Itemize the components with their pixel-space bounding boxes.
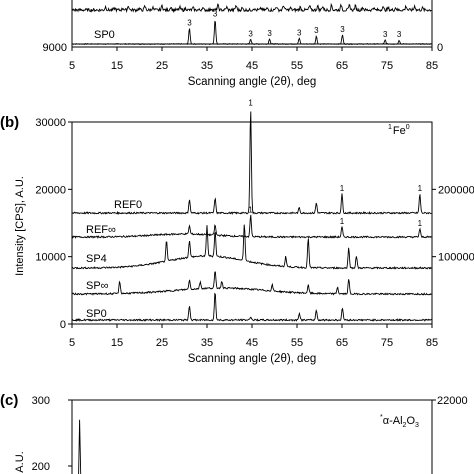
panel-b-series-labels: REF0 REF∞ SP4 SP∞ SP0 xyxy=(86,199,142,320)
panel-b-left-tick-label: 20000 xyxy=(35,184,66,196)
panel-a-left-tick-label: 9000 xyxy=(43,42,67,54)
panel-b-label: (b) xyxy=(0,114,19,131)
panel-c-label: (c) xyxy=(0,392,18,409)
panel-b-trace-1 xyxy=(71,214,432,239)
panel-a-peak-label: 3 xyxy=(248,29,253,38)
panel-b-left-tick-label: 0 xyxy=(60,319,66,331)
panel-c-left-tick-label-200: 200 xyxy=(32,461,50,473)
panel-c-legend-sup: * xyxy=(380,414,383,421)
panel-c-left-tick-label-300: 300 xyxy=(32,395,50,407)
panel-b-x-tick-label: 65 xyxy=(336,337,348,349)
panel-a-x-tick-label: 55 xyxy=(291,60,303,72)
panel-a-x-tick-label: 65 xyxy=(336,60,348,72)
panel-b-legend-sup: 1 xyxy=(388,124,392,131)
panel-b-legend-sub: 0 xyxy=(406,124,410,131)
panel-a-x-tick-label: 15 xyxy=(111,60,123,72)
panel-b-x-tick-label: 25 xyxy=(156,337,168,349)
panel-b-peak-label: 1 xyxy=(248,99,253,108)
panel-b-peak-label: 1 xyxy=(418,219,423,228)
panel-b-peak-labels: 1 1 1 1 1 1 xyxy=(248,99,422,228)
panel-a-peak-label: 3 xyxy=(187,18,192,27)
panel-c: (c) 300 200 22000 A.U. *α-Al2O3 xyxy=(0,392,468,474)
panel-a-peak-label: 3 xyxy=(383,30,388,39)
panel-b-peak-label: 1 xyxy=(248,205,253,214)
panel-b-x-tick-label: 85 xyxy=(426,337,438,349)
panel-a-x-tick-label: 75 xyxy=(381,60,393,72)
panel-a-x-ticks: 5 15 25 35 45 55 65 75 85 xyxy=(69,47,438,72)
panel-a-series-label-sp0: SP0 xyxy=(94,29,115,41)
panel-c-legend-sub2: 3 xyxy=(415,422,419,429)
panel-a-x-tick-label: 85 xyxy=(426,60,438,72)
panel-b-series-label-2: SP4 xyxy=(86,253,107,265)
panel-b-x-tick-label: 15 xyxy=(111,337,123,349)
panel-c-y-axis-label: A.U. xyxy=(14,451,26,472)
panel-b-x-axis-label: Scanning angle (2θ), deg xyxy=(188,353,317,365)
panel-b-trace-4 xyxy=(71,292,432,322)
panel-b-x-tick-label: 75 xyxy=(381,337,393,349)
panel-a-x-tick-label: 45 xyxy=(246,60,258,72)
panel-c-legend-text: α-Al xyxy=(383,415,403,427)
panel-b-x-tick-label: 45 xyxy=(246,337,258,349)
panel-a-peak-label: 3 xyxy=(340,25,345,34)
panel-a-x-tick-label: 5 xyxy=(69,60,75,72)
panel-b-peak-label: 1 xyxy=(340,217,345,226)
panel-b: (b) 1 1 1 1 1 1 REF0 REF∞ SP4 SP∞ SP0 5 15 25 35 45 55… xyxy=(0,99,474,365)
panel-a-upper-trace xyxy=(71,2,432,14)
panel-b-peak-label: 1 xyxy=(340,184,345,193)
panel-b-x-tick-label: 35 xyxy=(201,337,213,349)
panel-b-x-tick-label: 55 xyxy=(291,337,303,349)
panel-a-peak-label: 3 xyxy=(314,26,319,35)
panel-b-x-tick-label: 5 xyxy=(69,337,75,349)
panel-a-x-tick-label: 25 xyxy=(156,60,168,72)
panel-a-peak-label: 3 xyxy=(397,30,402,39)
panel-b-series-label-4: SP0 xyxy=(86,308,107,320)
panel-b-trace-0 xyxy=(71,111,432,216)
panel-b-peak-label: 1 xyxy=(418,184,423,193)
panel-b-left-tick-label: 30000 xyxy=(35,117,66,129)
panel-a-peak-label: 3 xyxy=(213,9,218,18)
panel-c-legend-mid: O xyxy=(406,415,415,427)
panel-a-peak-label: 3 xyxy=(267,29,272,38)
panel-c-right-tick-label: 22000 xyxy=(437,395,468,407)
panel-c-legend: *α-Al2O3 xyxy=(380,414,419,429)
panel-b-legend: 1Fe0 xyxy=(388,124,410,137)
panel-b-y-axis-label: Intensity [CPS], A.U. xyxy=(14,176,26,276)
panel-b-traces xyxy=(71,111,432,322)
panel-b-left-ticks: 0 10000 20000 30000 xyxy=(35,117,72,331)
panel-b-left-tick-label: 10000 xyxy=(35,252,66,264)
panel-b-x-ticks: 5 15 25 35 45 55 65 75 85 xyxy=(69,324,438,349)
panel-a-x-tick-label: 35 xyxy=(201,60,213,72)
panel-c-legend-sub1: 2 xyxy=(403,422,407,429)
panel-a-x-axis-label: Scanning angle (2θ), deg xyxy=(188,76,317,88)
panel-b-trace-3 xyxy=(71,271,432,296)
panel-b-series-label-0: REF0 xyxy=(114,199,142,211)
panel-b-trace-2 xyxy=(71,224,432,270)
panel-b-series-label-1: REF∞ xyxy=(86,224,116,236)
panel-a-right-tick-label: 0 xyxy=(437,42,443,54)
panel-a-sp0-trace xyxy=(72,20,432,46)
panel-c-trace xyxy=(78,419,82,474)
panel-b-right-tick-label: 200000 xyxy=(438,184,474,196)
panel-b-legend-text: Fe xyxy=(393,125,406,137)
panel-a-peak-labels: 333 3 3 3 33 3 xyxy=(187,9,402,39)
panel-b-series-label-3: SP∞ xyxy=(86,280,109,292)
panel-a-peak-label: 3 xyxy=(297,28,302,37)
panel-b-right-tick-label: 100000 xyxy=(438,252,474,264)
panel-a: 333 3 3 3 33 3 SP0 5 15 25 35 45 55 65 75 85 9000 0 S… xyxy=(43,0,443,88)
panel-b-right-ticks: 100000 200000 xyxy=(432,184,474,264)
